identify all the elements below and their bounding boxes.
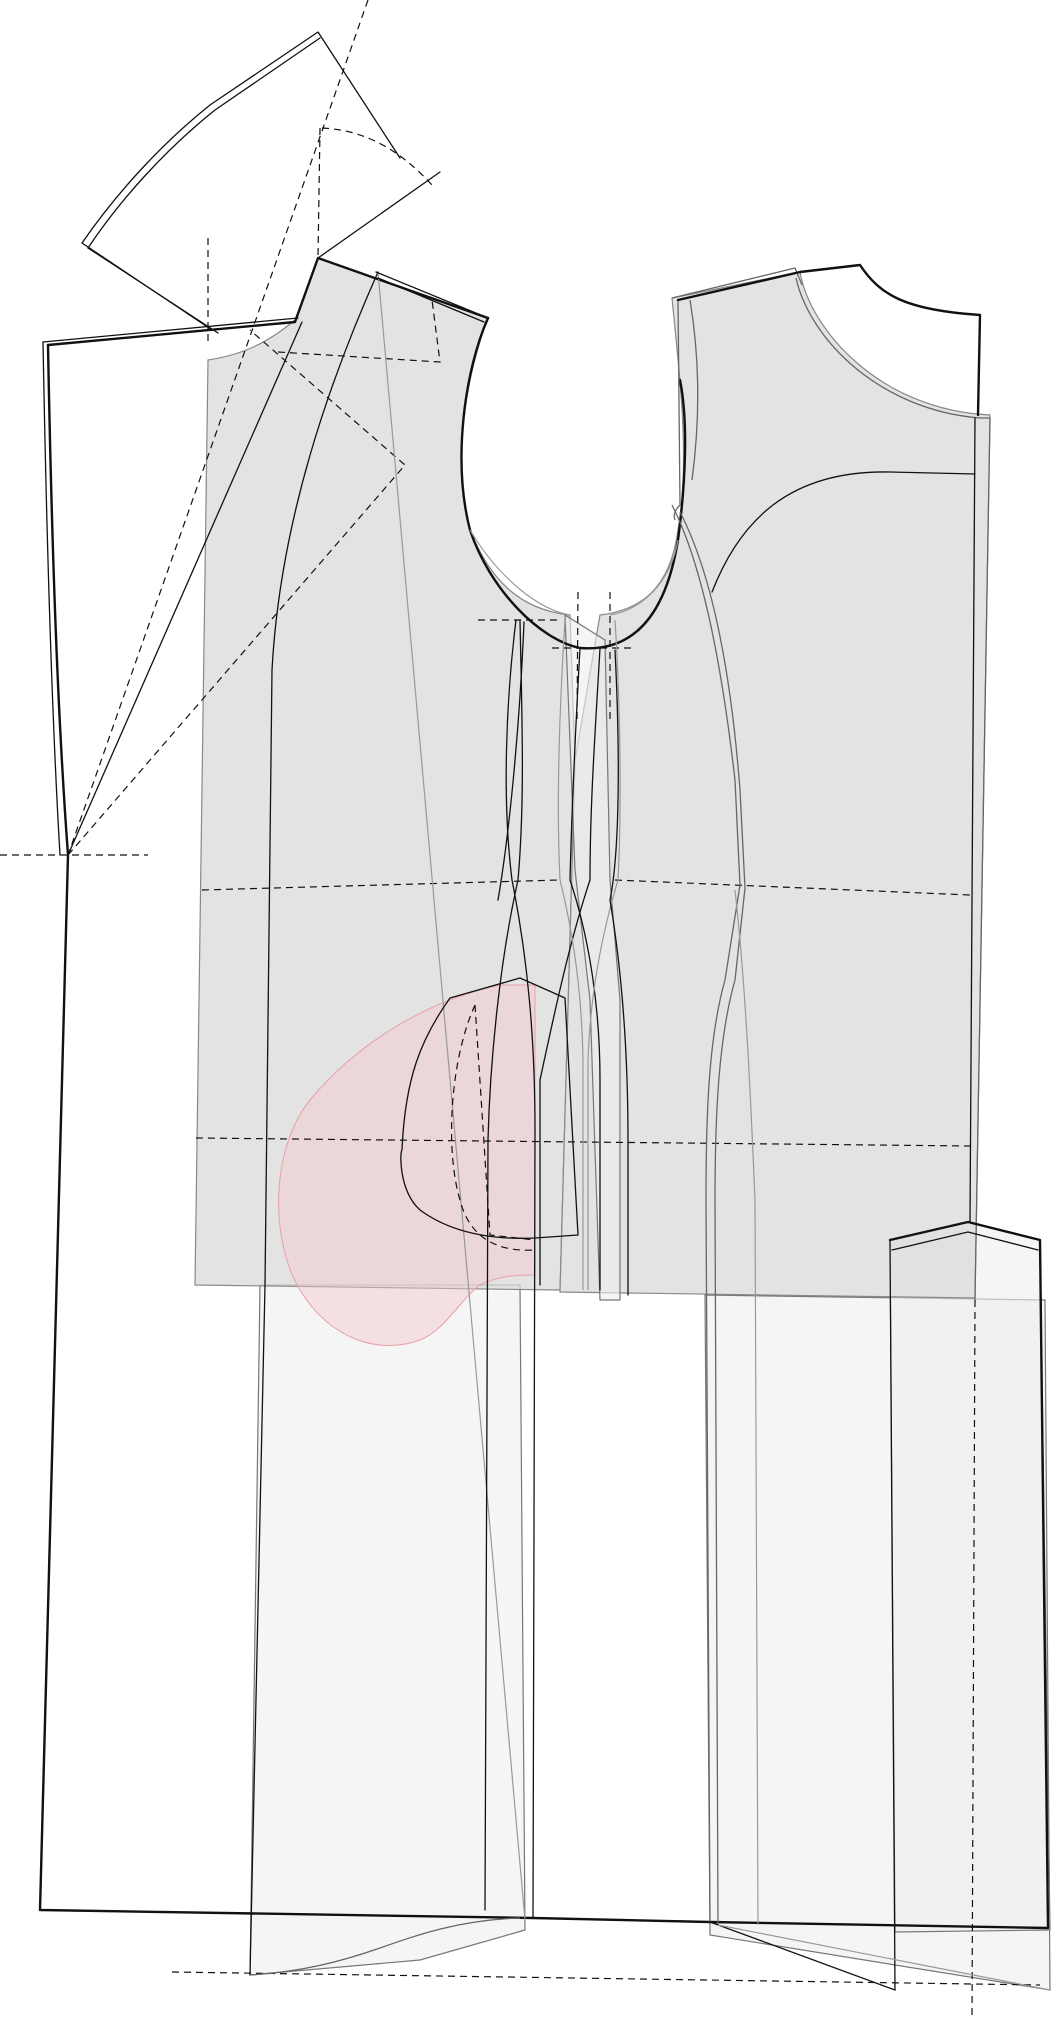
side-panel bbox=[709, 1220, 1051, 1991]
back-seams bbox=[671, 263, 991, 1926]
hem-extension bbox=[249, 1221, 1051, 1991]
shoulder-yoke bbox=[67, 0, 441, 856]
back-panel bbox=[559, 271, 991, 1299]
center-gore-lines bbox=[484, 619, 629, 1919]
hem-curve bbox=[249, 1917, 521, 1976]
front-seams bbox=[67, 271, 687, 1976]
pocket-bag bbox=[278, 984, 536, 1347]
pocket bbox=[400, 977, 579, 1251]
